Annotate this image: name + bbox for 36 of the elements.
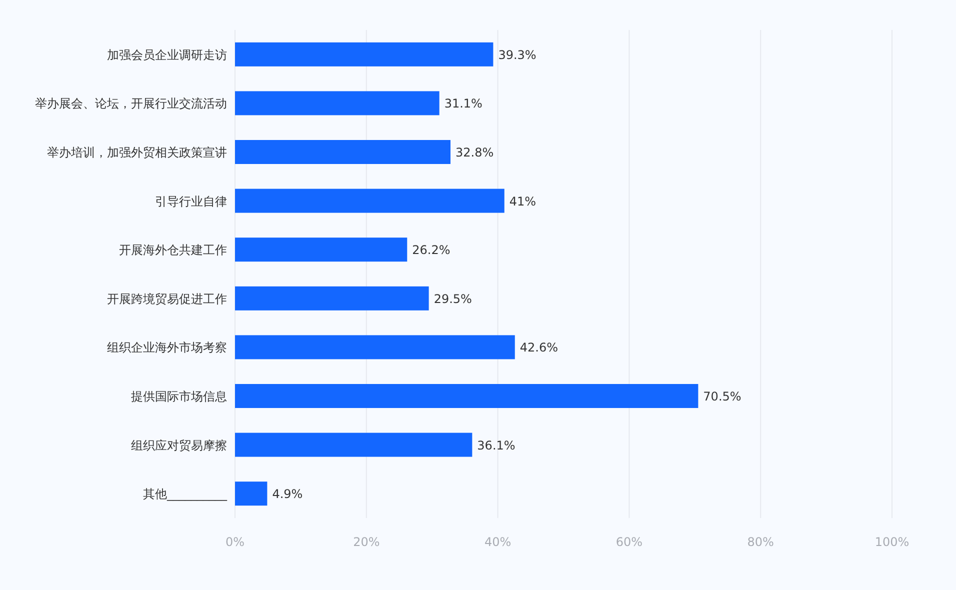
bar [235,482,268,506]
bar [235,384,698,408]
x-tick-label: 20% [353,535,380,549]
bar [235,238,408,262]
y-tick-label: 加强会员企业调研走访 [107,48,227,62]
bar [235,432,472,457]
bar [235,42,494,66]
x-tick-label: 60% [616,535,643,549]
x-tick-label: 80% [747,535,774,549]
bar [235,91,440,116]
y-tick-label: 举办培训，加强外贸相关政策宣讲 [47,146,227,160]
data-label: 36.1% [477,438,516,452]
bar [235,188,504,213]
data-label: 26.2% [412,243,450,258]
data-label: 32.8% [455,146,494,160]
bar [235,286,429,310]
y-tick-label: 组织企业海外市场考察 [107,340,227,355]
data-label: 4.9% [272,487,303,502]
y-tick-label: 提供国际市场信息 [131,390,227,404]
y-tick-label: 开展跨境贸易促进工作 [107,292,227,306]
data-label: 29.5% [434,292,472,306]
y-tick-label: 其他__________ [143,487,228,502]
y-tick-label: 举办展会、论坛，开展行业交流活动 [35,96,227,111]
x-tick-label: 40% [484,535,512,549]
x-tick-label: 0% [225,535,245,549]
data-label: 42.6% [520,340,558,355]
y-tick-label: 开展海外仓共建工作 [119,243,227,258]
data-label: 31.1% [444,96,482,111]
data-label: 41% [509,194,536,208]
y-tick-label: 引导行业自律 [155,194,227,208]
y-tick-label: 组织应对贸易摩擦 [131,438,227,452]
data-label: 39.3% [498,48,536,62]
bar [235,140,450,164]
data-label: 70.5% [703,390,742,404]
x-tick-label: 100% [874,535,910,549]
bar [235,335,515,360]
